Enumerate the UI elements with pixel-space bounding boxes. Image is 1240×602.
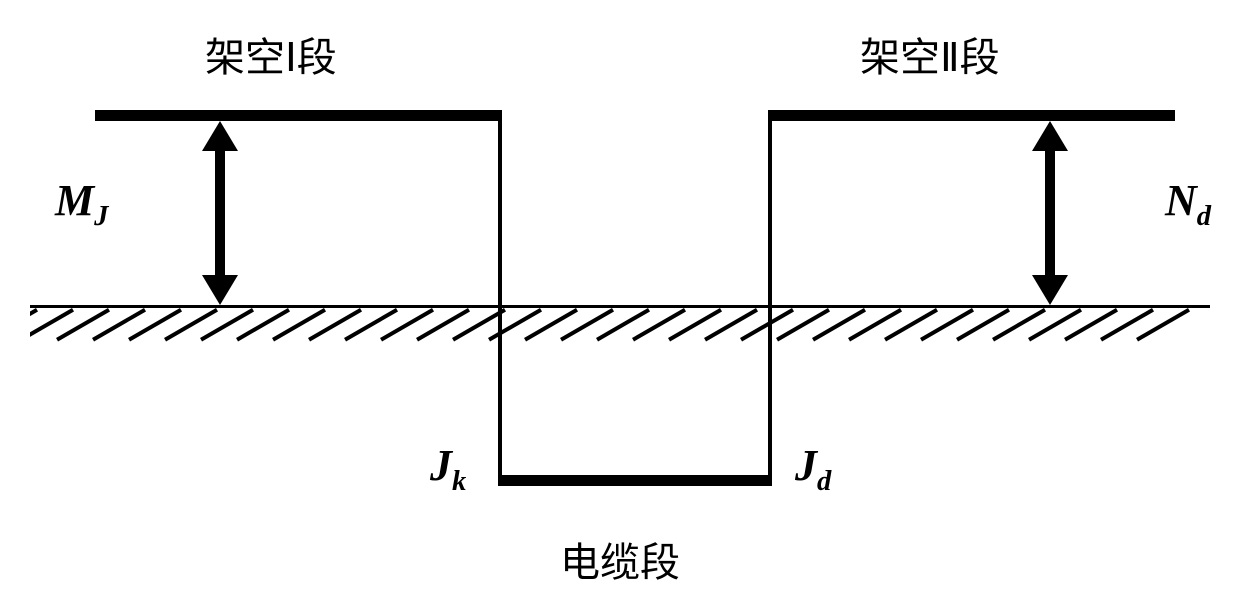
jk-sub: k <box>452 466 466 497</box>
n-label: Nd <box>1165 175 1211 233</box>
overhead-1-label: 架空Ⅰ段 <box>205 25 337 83</box>
overhead-2-label: 架空Ⅱ段 <box>860 25 1000 83</box>
jd-var: J <box>795 441 817 490</box>
arrow-shaft <box>215 149 225 277</box>
arrow-head-down <box>202 275 238 305</box>
arrow-head-up <box>1032 121 1068 151</box>
m-sub: J <box>94 201 108 232</box>
jd-sub: d <box>817 466 831 497</box>
jd-label: Jd <box>795 440 831 498</box>
n-var: N <box>1165 176 1197 225</box>
n-sub: d <box>1197 201 1211 232</box>
left-double-arrow <box>202 121 238 305</box>
overhead-1-line <box>95 110 500 121</box>
hatch-mark <box>30 308 38 341</box>
jk-var: J <box>430 441 452 490</box>
m-label: MJ <box>55 175 108 233</box>
arrow-shaft <box>1045 149 1055 277</box>
right-double-arrow <box>1032 121 1068 305</box>
right-riser <box>768 110 772 486</box>
arrow-head-down <box>1032 275 1068 305</box>
cable-label: 电缆段 <box>560 530 680 588</box>
overhead-2-line <box>770 110 1175 121</box>
jk-label: Jk <box>430 440 466 498</box>
diagram-canvas: 架空Ⅰ段 架空Ⅱ段 电缆段 MJ Nd Jk Jd <box>0 0 1240 602</box>
m-var: M <box>55 176 94 225</box>
arrow-head-up <box>202 121 238 151</box>
ground-hatching <box>30 308 1210 352</box>
cable-line <box>500 475 770 486</box>
hatch-mark <box>30 308 74 341</box>
left-riser <box>498 110 502 486</box>
